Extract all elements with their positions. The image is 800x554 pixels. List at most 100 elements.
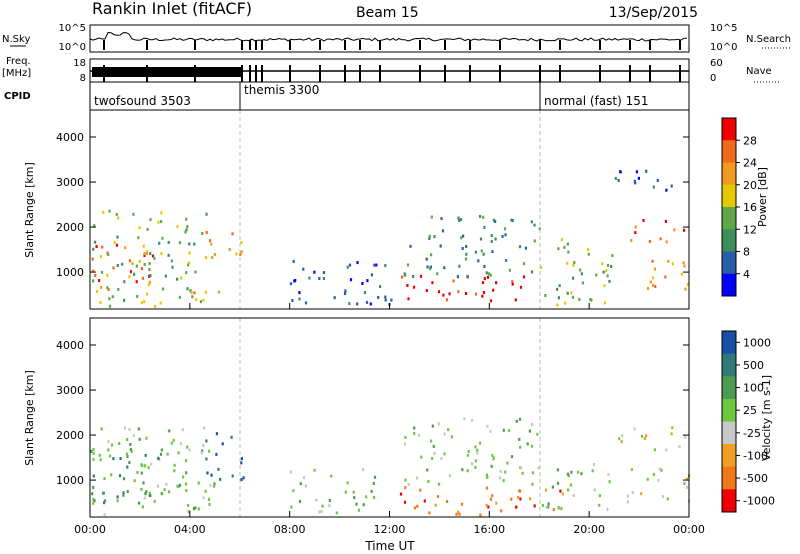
range-cell xyxy=(289,282,293,286)
range-cell xyxy=(634,225,637,229)
range-cell xyxy=(505,259,508,262)
range-cell xyxy=(479,237,483,241)
range-cell xyxy=(186,445,189,449)
range-cell xyxy=(684,435,687,439)
range-cell xyxy=(102,491,105,495)
nave-right-tick-top: 60 xyxy=(710,58,723,69)
range-cell xyxy=(193,291,196,295)
range-cell xyxy=(492,288,495,292)
range-cell xyxy=(184,230,187,234)
range-cell xyxy=(99,301,102,305)
range-cell xyxy=(170,259,173,263)
range-cell xyxy=(185,217,188,221)
range-cell xyxy=(298,291,301,295)
range-cell xyxy=(92,451,95,455)
range-cell xyxy=(147,283,150,287)
range-cell xyxy=(572,494,575,497)
range-cell xyxy=(164,274,167,278)
range-cell xyxy=(652,276,655,280)
range-cell xyxy=(321,504,324,508)
range-cell xyxy=(205,212,208,216)
range-cell xyxy=(128,461,131,464)
range-cell xyxy=(133,479,136,483)
range-cell xyxy=(428,237,431,240)
range-cell xyxy=(140,267,144,270)
range-cell xyxy=(635,170,638,174)
range-cell xyxy=(511,282,514,286)
range-cell xyxy=(601,262,604,266)
range-cell xyxy=(92,486,95,489)
range-cell xyxy=(290,505,293,509)
range-cell xyxy=(652,185,655,189)
range-cell xyxy=(401,275,404,279)
range-cell xyxy=(298,297,301,301)
range-cell xyxy=(425,289,428,293)
range-cell xyxy=(654,285,657,288)
colorbar-frame xyxy=(721,330,737,513)
range-cell xyxy=(240,457,243,461)
range-cell xyxy=(343,292,347,295)
range-cell xyxy=(653,448,656,452)
colorbar-segment xyxy=(722,444,736,468)
range-cell xyxy=(142,244,145,248)
range-cell xyxy=(461,468,464,472)
range-cell xyxy=(193,242,196,246)
range-cell xyxy=(602,270,605,274)
range-cell xyxy=(567,488,570,492)
range-cell xyxy=(203,426,206,430)
range-cell xyxy=(432,444,435,448)
range-cell xyxy=(670,432,673,436)
range-cell xyxy=(122,477,126,481)
nave-label: Nave xyxy=(746,66,772,77)
range-cell xyxy=(188,251,191,255)
range-cell xyxy=(185,489,188,492)
range-cell xyxy=(464,257,468,261)
range-cell xyxy=(143,252,146,256)
range-cell xyxy=(498,476,502,480)
range-cell xyxy=(452,279,455,283)
range-cell xyxy=(213,253,216,256)
range-cell xyxy=(518,489,521,493)
range-cell xyxy=(660,468,663,472)
range-cell xyxy=(126,465,129,469)
range-cell xyxy=(441,229,445,233)
range-cell xyxy=(123,298,126,302)
range-cell xyxy=(488,272,491,276)
range-cell xyxy=(187,503,190,507)
range-cell xyxy=(136,471,139,474)
velocity-y-label: Slant Range [km] xyxy=(23,370,36,466)
range-cell xyxy=(129,447,132,451)
range-cell xyxy=(137,501,141,505)
colorbar-segment xyxy=(722,353,736,377)
range-cell xyxy=(537,466,540,470)
range-cell xyxy=(652,283,655,287)
range-cell xyxy=(318,277,321,280)
range-cell xyxy=(483,265,486,268)
range-cell xyxy=(645,434,648,438)
range-cell xyxy=(119,457,122,460)
range-cell xyxy=(166,452,169,456)
range-cell xyxy=(92,474,95,478)
range-cell xyxy=(204,489,207,493)
range-cell xyxy=(133,272,136,276)
range-cell xyxy=(208,449,211,453)
noise-sky-series xyxy=(89,31,687,42)
range-cell xyxy=(366,279,369,283)
range-cell xyxy=(177,451,180,455)
range-cell xyxy=(590,298,593,302)
range-cell xyxy=(461,247,464,250)
colorbar-segment xyxy=(722,251,736,275)
range-cell xyxy=(106,273,109,277)
range-cell xyxy=(491,250,494,254)
range-cell xyxy=(178,295,181,299)
range-cell xyxy=(456,275,459,279)
range-cell xyxy=(365,495,368,499)
range-cell xyxy=(92,501,95,505)
range-cell xyxy=(437,290,441,294)
time-axis-label: Time UT xyxy=(364,539,415,553)
range-cell xyxy=(157,220,160,224)
range-cell xyxy=(208,503,211,506)
range-cell xyxy=(465,244,468,248)
range-cell xyxy=(373,263,376,267)
range-cell xyxy=(231,474,234,478)
